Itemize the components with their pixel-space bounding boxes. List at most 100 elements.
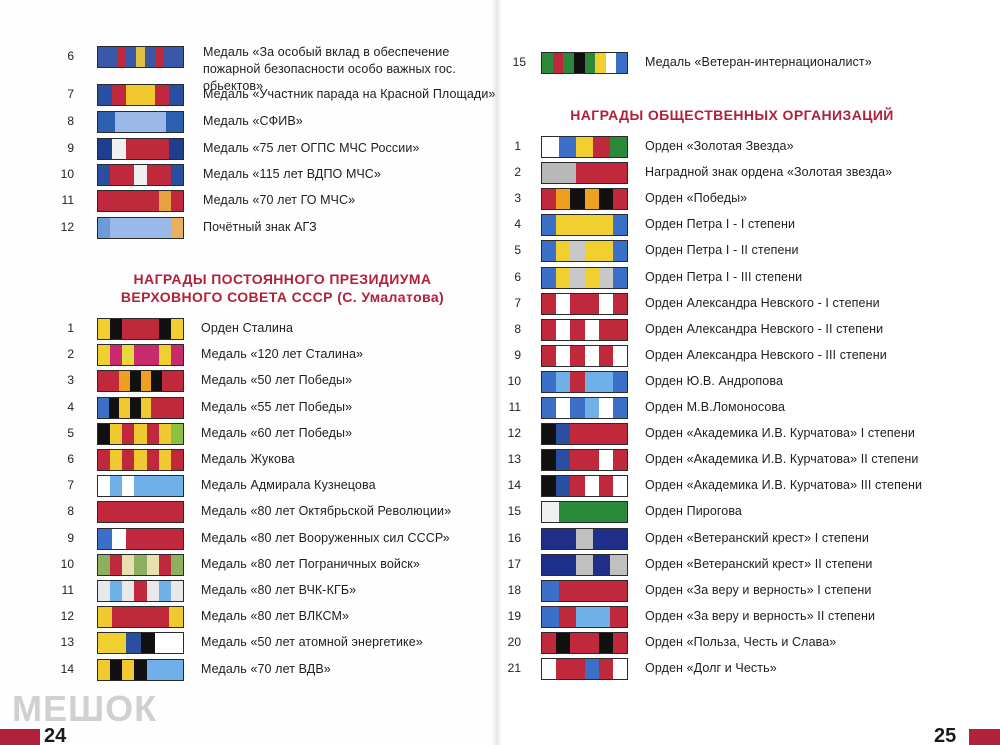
page-number-right: 25: [934, 725, 957, 745]
ribbon-stripe: [576, 163, 593, 184]
ribbon-stripe: [610, 502, 627, 523]
award-row: 6 Медаль Жукова: [0, 448, 497, 472]
award-number: 14: [60, 661, 74, 676]
ribbon-stripe: [161, 371, 173, 392]
ribbon-stripe: [584, 345, 599, 366]
ribbon-stripe: [98, 47, 108, 67]
award-label: Орден Петра I - III степени: [645, 269, 803, 284]
award-label: Орден Ю.В. Андропова: [645, 373, 784, 388]
ribbon-stripe: [612, 424, 627, 445]
ribbon-stripe: [108, 371, 120, 392]
ribbon-stripe: [122, 476, 135, 497]
award-label: Медаль «70 лет ВДВ»: [201, 661, 331, 676]
award-ribbon: [541, 397, 628, 419]
award-row: 6 Орден Петра I - III степени: [497, 266, 1000, 290]
award-row: 10 Медаль «115 лет ВДПО МЧС»: [0, 163, 497, 187]
ribbon-stripe: [570, 632, 585, 653]
ribbon-stripe: [134, 319, 147, 339]
ribbon-stripe: [556, 241, 571, 262]
ribbon-stripe: [140, 371, 152, 392]
ribbon-stripe: [542, 163, 559, 184]
ribbon-stripe: [140, 528, 155, 549]
section-heading-line-1: НАГРАДЫ ПОСТОЯННОГО ПРЕЗИДИУМА: [133, 271, 432, 287]
ribbon-stripe: [126, 528, 141, 549]
award-label: Орден «Академика И.В. Курчатова» II степ…: [645, 452, 919, 467]
ribbon-stripe: [112, 528, 127, 549]
award-ribbon: [97, 46, 184, 68]
award-ribbon: [97, 370, 184, 393]
ribbon-stripe: [570, 398, 585, 418]
ribbon-stripe: [122, 659, 135, 680]
ribbon-stripe: [98, 397, 109, 418]
ribbon-stripe: [146, 165, 159, 185]
ribbon-stripe: [570, 424, 585, 445]
award-number: 5: [67, 425, 74, 440]
award-number: 2: [514, 165, 521, 180]
ribbon-stripe: [170, 165, 183, 185]
ribbon-stripe: [158, 319, 171, 339]
award-number: 10: [60, 556, 74, 571]
award-ribbon: [541, 475, 628, 498]
award-ribbon: [97, 580, 184, 602]
award-ribbon: [541, 318, 628, 341]
award-ribbon: [97, 475, 184, 498]
award-number: 12: [60, 609, 74, 624]
award-row: 11 Медаль «70 лет ГО МЧС»: [0, 189, 497, 213]
ribbon-stripe: [151, 397, 162, 418]
ribbon-stripe: [146, 191, 159, 211]
award-ribbon: [97, 217, 184, 239]
ribbon-stripe: [556, 215, 571, 236]
ribbon-stripe: [584, 293, 599, 314]
ribbon-stripe: [146, 345, 159, 366]
award-ribbon: [541, 370, 628, 393]
ribbon-stripe: [612, 345, 627, 366]
ribbon-stripe: [612, 659, 627, 679]
award-row: 20 Орден «Польза, Честь и Слава»: [497, 631, 1000, 655]
ribbon-stripe: [559, 163, 576, 184]
ribbon-stripe: [98, 659, 111, 680]
ribbon-stripe: [556, 345, 571, 366]
ribbon-stripe: [598, 267, 613, 288]
ribbon-stripe: [146, 319, 159, 339]
ribbon-stripe: [110, 165, 123, 185]
ribbon-stripe: [158, 476, 171, 497]
ribbon-stripe: [612, 371, 627, 392]
award-ribbon: [97, 527, 184, 550]
award-ribbon: [541, 162, 628, 185]
award-row: 8 Медаль «СФИВ»: [0, 110, 497, 134]
award-ribbon: [97, 111, 184, 133]
award-ribbon: [97, 606, 184, 629]
ribbon-stripe: [598, 632, 613, 653]
ribbon-stripe: [110, 345, 123, 366]
award-number: 12: [507, 426, 521, 441]
award-label: Наградной знак ордена «Золотая звезда»: [645, 165, 893, 180]
award-number: 15: [512, 55, 526, 69]
ribbon-stripe: [559, 554, 576, 575]
ribbon-stripe: [134, 191, 147, 211]
ribbon-stripe: [134, 218, 147, 238]
section-heading-presidium: НАГРАДЫ ПОСТОЯННОГО ПРЕЗИДИУМА ВЕРХОВНОГ…: [110, 270, 455, 306]
ribbon-stripe: [110, 423, 123, 444]
award-number: 3: [514, 191, 521, 206]
ribbon-stripe: [168, 633, 183, 654]
ribbon-stripe: [122, 450, 135, 470]
award-row: 17 Орден «Ветеранский крест» II степени: [497, 553, 1000, 577]
ribbon-stripe: [161, 397, 173, 418]
ribbon-stripe: [166, 112, 183, 132]
ribbon-stripe: [584, 450, 599, 471]
ribbon-stripe: [158, 450, 171, 470]
ribbon-stripe: [108, 397, 120, 418]
ribbon-stripe: [610, 528, 627, 549]
award-number: 6: [67, 49, 74, 63]
ribbon-stripe: [122, 218, 135, 238]
ribbon-stripe: [126, 47, 136, 67]
ribbon-stripe: [612, 189, 627, 210]
ribbon-stripe: [98, 502, 115, 523]
award-row: 4 Медаль «55 лет Победы»: [0, 396, 497, 420]
ribbon-stripe: [542, 189, 557, 210]
ribbon-stripe: [598, 659, 613, 679]
ribbon-stripe: [98, 191, 111, 211]
award-ribbon: [541, 501, 628, 524]
ribbon-stripe: [170, 450, 183, 470]
award-label: Медаль «60 лет Победы»: [201, 425, 353, 440]
